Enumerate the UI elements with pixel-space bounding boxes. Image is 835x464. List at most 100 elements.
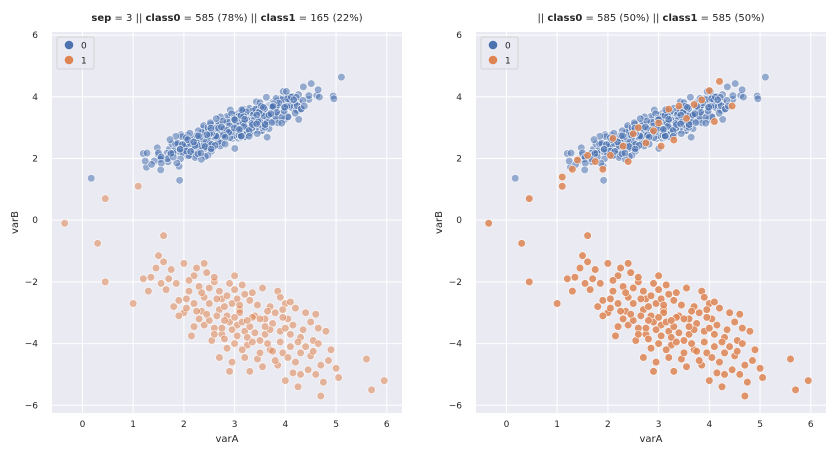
x-tick-label: 0 [504,420,510,430]
class-0-point [186,147,195,156]
class-1-point [222,344,232,353]
class-0-point [299,82,308,91]
class-1-point [286,330,295,339]
class-1-point [293,337,303,347]
legend-marker-0 [64,40,74,50]
class-1-point [720,348,729,357]
class-0-point [728,91,737,100]
class-1-point [220,302,229,311]
class-1-point [654,285,663,294]
class-0-point [701,119,710,128]
class-1-point [728,101,737,111]
class-1-point [672,337,681,347]
class-1-point [705,376,714,385]
class-1-point [319,378,328,387]
class-1-point [263,307,272,316]
class-0-point [277,119,286,128]
class-1-point [255,336,265,345]
class-1-point [233,331,242,340]
class-0-point [620,148,629,158]
class-1-point [154,251,163,260]
class-0-point [194,131,203,141]
legend-label-0: 0 [81,42,87,52]
x-tick-label: 2 [605,420,611,430]
class-1-point [568,287,577,296]
class-1-point [664,105,673,114]
legend: 01 [480,36,519,70]
class-1-point [151,263,161,273]
class-1-point [220,316,229,325]
class-0-point [166,149,176,158]
class-0-point [753,94,762,103]
class-0-point [630,145,640,154]
class-1-point [324,356,333,365]
class-1-point [583,231,592,240]
class-1-point [669,296,678,305]
class-1-point [281,376,290,385]
class-1-point [187,331,196,340]
class-1-point [722,325,732,334]
class-1-point [664,353,673,362]
class-1-point [296,370,305,379]
class-1-point [593,302,602,311]
class-0-point [196,148,205,158]
class-0-point [690,109,699,118]
class-1-point [248,288,257,297]
class-1-point [558,182,567,191]
class-1-point [702,305,711,314]
class-1-point [682,114,691,123]
class-0-point [235,125,244,134]
class-0-point [676,119,685,128]
x-tick-label: 4 [706,420,712,430]
class-1-point [697,95,706,104]
class-1-point [291,357,300,367]
y-tick-label: 0 [32,216,38,226]
class-1-point [639,353,648,362]
class-0-point [566,148,576,158]
class-0-point [237,105,246,114]
class-1-point [695,356,704,365]
class-0-point [147,160,156,169]
class-1-point [692,347,701,356]
class-1-point [380,376,389,385]
class-1-point [311,370,320,379]
class-1-point [288,368,298,377]
class-0-point [212,114,221,123]
class-1-point [669,367,678,376]
class-0-point [738,85,747,94]
chart-title: sep = 3 || class0 = 585 (78%) || class1 … [91,13,362,24]
class-1-point [184,276,194,285]
legend-box [56,36,95,70]
class-0-point [206,145,216,154]
class-0-point [189,137,198,146]
class-0-point [262,93,271,102]
class-0-point [291,109,300,118]
class-1-point [200,259,209,268]
class-1-point [738,324,747,333]
class-1-point [253,300,262,310]
class-1-point [646,291,656,300]
class-1-point [743,378,752,387]
class-1-point [583,257,592,266]
class-0-point [731,79,740,88]
class-1-point [268,347,277,356]
class-1-point [616,307,625,316]
class-1-point [304,365,313,374]
class-1-point [616,263,625,273]
class-0-point [87,174,96,183]
class-1-point [205,283,214,293]
class-1-point [179,259,188,268]
x-axis-label: varA [640,434,663,445]
class-0-point [202,130,212,139]
class-1-point [238,280,247,290]
class-1-point [210,273,219,282]
class-1-point [159,257,168,266]
class-1-point [568,165,577,174]
class-1-point [682,283,691,293]
class-1-point [677,300,686,310]
class-0-point [580,165,589,175]
class-1-point [730,317,739,327]
class-1-point [578,251,587,260]
class-1-point [654,313,663,322]
class-1-point [641,324,651,333]
